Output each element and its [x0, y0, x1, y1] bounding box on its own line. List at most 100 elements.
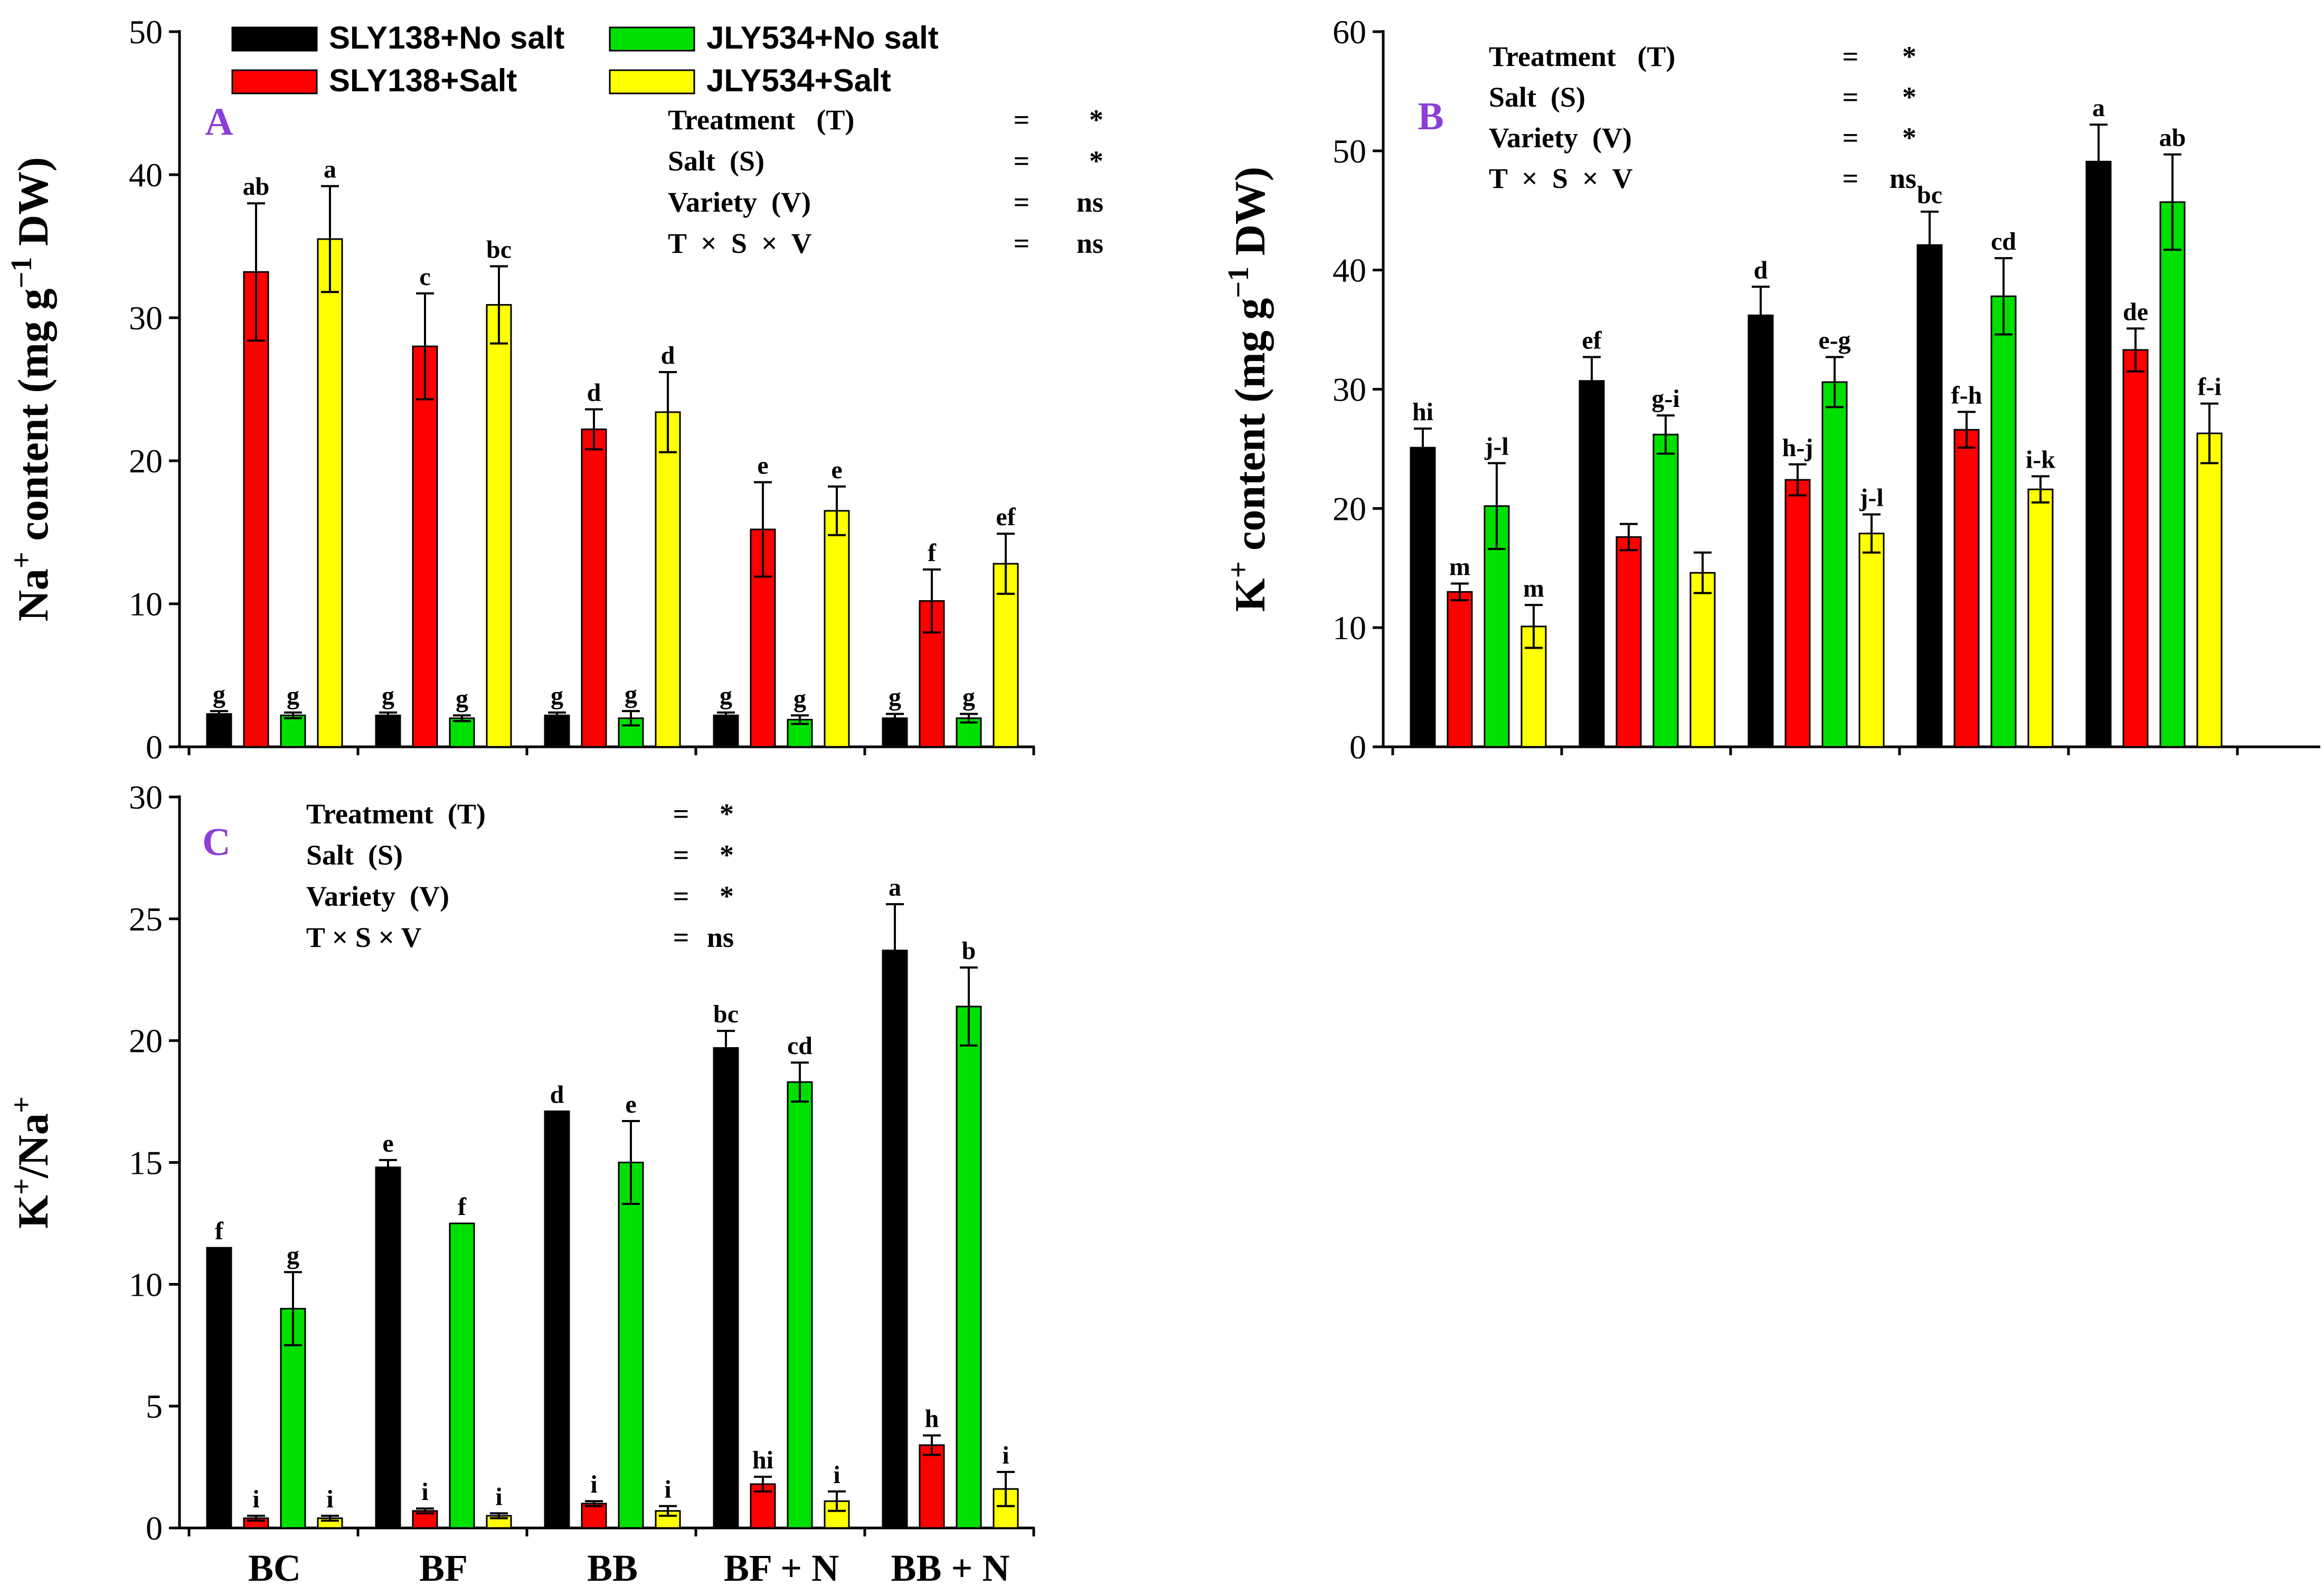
legend: SLY138+No salt JLY534+No salt SLY138+Salt J… — [231, 20, 939, 98]
chart-panel-c: 0 5 10 15 20 25 30 K+/Na+ f i g i e i f i d i e i bc hi cd i a h b… — [5, 778, 1035, 1547]
bar-bc-series-1 — [206, 1247, 232, 1529]
stat-term: T × S × V — [668, 227, 812, 259]
stat-equals: = — [1014, 145, 1030, 177]
bar-bf-series-1 — [1579, 380, 1605, 748]
significance-letter: b — [962, 937, 976, 965]
significance-letter: i-k — [2026, 445, 2055, 473]
stat-significance: * — [720, 798, 734, 830]
y-tick-label: 0 — [1349, 728, 1366, 766]
stat-significance: * — [1089, 145, 1103, 177]
significance-letter: f-i — [2197, 373, 2221, 401]
y-tick-label: 40 — [129, 156, 163, 194]
stat-significance: ns — [707, 922, 734, 953]
stat-significance: * — [1089, 104, 1103, 136]
stat-significance: * — [1902, 41, 1916, 72]
bar-bb-n-series-1 — [2085, 160, 2112, 748]
stat-term: T × S × V — [1489, 163, 1633, 194]
significance-letter: ab — [243, 173, 270, 201]
stat-significance: * — [720, 839, 734, 871]
y-tick-label: 30 — [129, 778, 163, 816]
stat-term: Treatment (T) — [1489, 41, 1675, 72]
bar-bf-n-series-2 — [1953, 429, 1980, 748]
significance-letter: cd — [1991, 227, 2016, 255]
y-tick-label: 5 — [146, 1388, 163, 1425]
bar-bf-series-1 — [375, 714, 401, 748]
significance-letter: i — [326, 1485, 333, 1513]
bar-bc-series-2 — [243, 271, 269, 748]
y-tick-label: 50 — [129, 13, 163, 51]
y-tick-label: 60 — [1333, 13, 1366, 51]
bar-bb-series-2 — [581, 428, 607, 748]
legend-label: JLY534+No salt — [706, 20, 939, 55]
stat-equals: = — [1843, 122, 1859, 154]
bar-bb-series-3 — [618, 1162, 644, 1529]
chart-panel-a: 0 10 20 30 40 50 Na+ content (mg g−1 DW) g ab g a g… — [5, 13, 1103, 766]
y-axis-label: K+/Na+ — [5, 1096, 57, 1229]
significance-letter: m — [1449, 553, 1470, 581]
y-tick-label: 0 — [146, 1509, 163, 1547]
significance-letter: g — [456, 685, 468, 713]
panel-label: A — [205, 100, 233, 144]
significance-letter: f — [215, 1217, 224, 1245]
y-tick-label: 10 — [129, 1266, 163, 1303]
significance-letter: d — [550, 1081, 564, 1109]
y-tick-label: 20 — [129, 1022, 163, 1060]
significance-letter: e — [757, 452, 768, 480]
y-tick-label: 25 — [129, 900, 163, 938]
x-category-label: BC — [248, 1547, 301, 1589]
bar-bb-n-series-1 — [882, 950, 908, 1529]
legend-label: SLY138+Salt — [329, 63, 517, 98]
stat-term: Salt (S) — [1489, 81, 1585, 113]
significance-letter: d — [661, 341, 675, 369]
significance-letter: i — [1002, 1441, 1009, 1469]
significance-letter: g — [889, 683, 901, 711]
significance-letter: e — [382, 1129, 393, 1157]
stat-equals: = — [1014, 186, 1030, 218]
bar-bb-series-4 — [655, 411, 681, 748]
significance-letter: e — [625, 1090, 636, 1118]
bar-bb-series-1 — [544, 1110, 570, 1529]
significance-letter: g — [551, 682, 563, 710]
significance-letter: g — [625, 680, 637, 708]
bar-bc-series-2 — [1447, 591, 1473, 748]
stat-term: Treatment (T) — [668, 104, 854, 136]
significance-letter: i — [833, 1461, 840, 1489]
stat-equals: = — [673, 880, 689, 912]
significance-letter: g — [720, 682, 732, 710]
bar-bb-n-series-3 — [956, 1005, 982, 1529]
x-category-label: BB — [587, 1547, 638, 1589]
panel-label: B — [1418, 95, 1443, 138]
stat-equals: = — [1014, 104, 1030, 136]
stat-equals: = — [1843, 163, 1859, 194]
bar-bf-n-series-3 — [787, 1081, 813, 1529]
significance-letter: g — [382, 682, 394, 710]
significance-letter: bc — [486, 235, 512, 263]
significance-letter: hi — [1412, 398, 1433, 426]
x-category-label: BF — [419, 1547, 468, 1589]
significance-letter: h-j — [1782, 434, 1813, 462]
stat-equals: = — [1014, 227, 1030, 259]
stat-equals: = — [1843, 81, 1859, 113]
significance-letter: i — [495, 1483, 502, 1511]
significance-letter: e — [831, 456, 842, 484]
stat-term: Variety (V) — [306, 880, 449, 912]
bar-bf-n-series-4 — [824, 510, 850, 748]
stat-significance: ns — [1076, 186, 1103, 218]
y-tick-label: 50 — [1333, 132, 1366, 170]
significance-letter: g — [962, 683, 975, 711]
bar-bb-series-1 — [544, 714, 570, 748]
y-tick-label: 10 — [129, 585, 163, 623]
significance-letter: i — [421, 1478, 428, 1506]
legend-swatch — [609, 69, 695, 94]
y-tick-label: 40 — [1333, 252, 1366, 289]
bar-bf-series-2 — [1616, 536, 1642, 748]
significance-letter: f — [458, 1193, 467, 1221]
stat-term: Variety (V) — [668, 186, 811, 218]
chart-panel-b: 0 10 20 30 40 50 60 K+ content (mg g−1 DW) hi m j-… — [1222, 13, 2320, 766]
significance-letter: i — [664, 1475, 671, 1503]
bar-bb-series-4 — [1858, 533, 1885, 748]
stat-term: Salt (S) — [668, 145, 764, 177]
stat-significance: ns — [1076, 227, 1103, 259]
significance-letter: f — [928, 539, 937, 567]
